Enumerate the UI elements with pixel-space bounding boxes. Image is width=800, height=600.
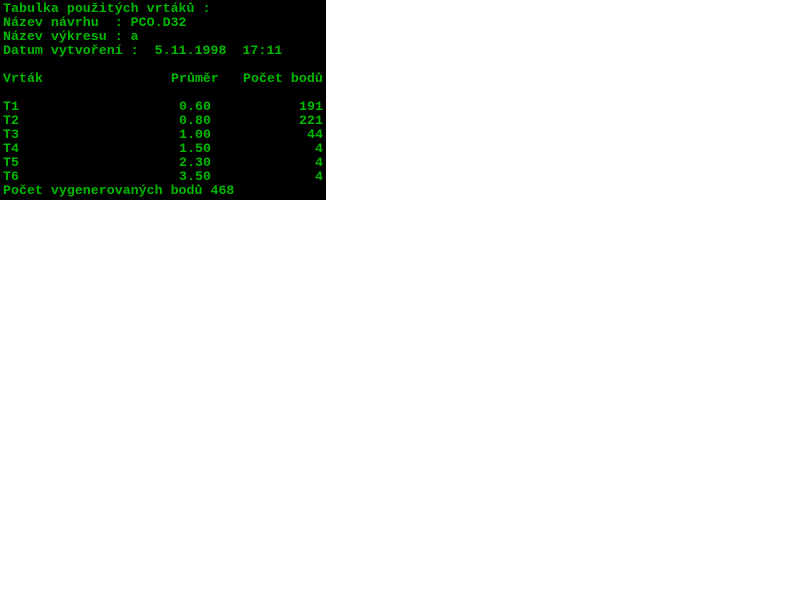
diameter-cell: 0.60 [179,99,211,114]
column-header-drill: Vrták [3,71,43,86]
diameter-cell: 0.80 [179,113,211,128]
diameter-cell: 2.30 [179,155,211,170]
terminal-output: Tabulka použitých vrtáků : Název návrhu … [0,0,326,200]
table-row: T4 1.50 4 [3,142,323,156]
drill-cell: T3 [3,127,19,142]
table-row: T1 0.60 191 [3,100,323,114]
table-row: T2 0.80 221 [3,114,323,128]
total-points: Počet vygenerovaných bodů 468 [3,183,235,198]
drawing-name: Název výkresu : a [3,29,139,44]
diameter-cell: 1.50 [179,141,211,156]
diameter-cell: 3.50 [179,169,211,184]
table-row: T6 3.50 4 [3,170,323,184]
drill-cell: T2 [3,113,19,128]
table-row: T5 2.30 4 [3,156,323,170]
report-title: Tabulka použitých vrtáků : [3,1,211,16]
drill-cell: T1 [3,99,19,114]
drill-cell: T4 [3,141,19,156]
count-cell: 4 [315,155,323,170]
count-cell: 44 [307,127,323,142]
count-cell: 4 [315,141,323,156]
count-cell: 191 [299,99,323,114]
drill-cell: T5 [3,155,19,170]
column-header-count: Počet bodů [243,71,323,86]
drill-cell: T6 [3,169,19,184]
diameter-cell: 1.00 [179,127,211,142]
design-name: Název návrhu : PCO.D32 [3,15,187,30]
creation-date: Datum vytvoření : 5.11.1998 17:11 [3,43,283,58]
count-cell: 221 [299,113,323,128]
table-row: T3 1.00 44 [3,128,323,142]
count-cell: 4 [315,169,323,184]
table-header: Vrták Průměr Počet bodů [3,72,323,86]
column-header-diameter: Průměr [171,71,219,86]
